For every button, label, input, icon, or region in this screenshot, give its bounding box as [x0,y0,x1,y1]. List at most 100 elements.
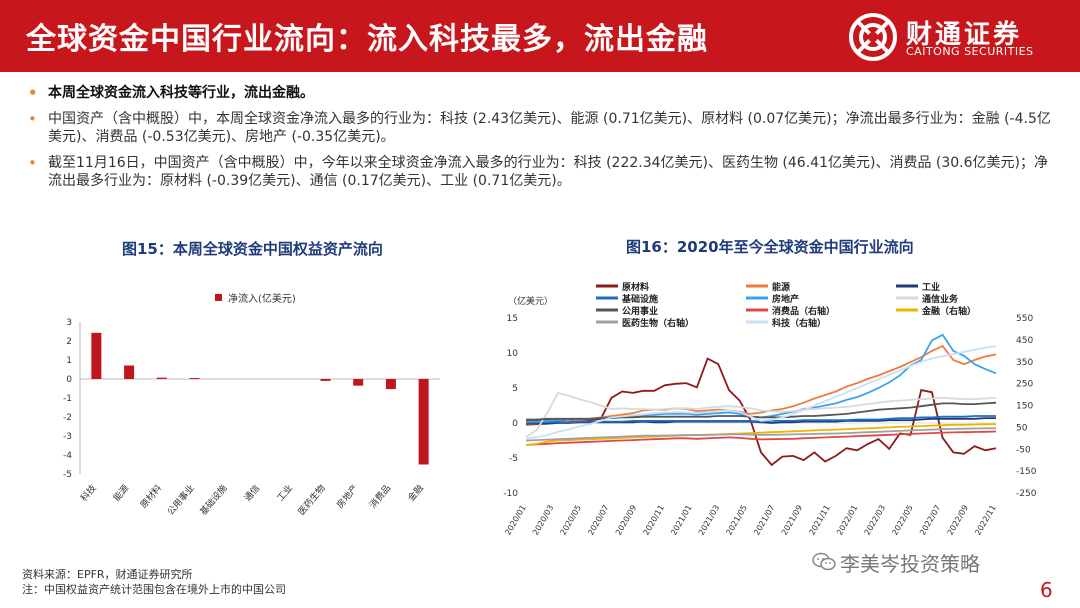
x-tick-label: 2021/09 [780,504,804,537]
legend-label: 基础设施 [621,293,658,305]
right-y-tick-label: -250 [1016,489,1037,499]
right-y-tick-label: 450 [1016,336,1033,346]
x-tick-label: 2022/05 [890,504,914,537]
legend-label: 通信业务 [922,293,959,305]
figure-16-title: 图16：2020年至今全球资金中国行业流向 [626,238,914,256]
legend-label: 能源 [772,282,790,293]
bullet-item: • 中国资产（含中概股）中，本周全球资金净流入最多的行业为：科技 (2.43亿美元… [28,110,1051,145]
brand-name-cn: 财通证券 [906,20,1023,50]
x-tick-label: 2021/05 [724,504,748,537]
right-y-tick-label: 250 [1016,380,1033,390]
series-line-公用事业 [526,401,997,421]
y-tick-label: -4 [63,451,72,461]
bar-金融 [418,379,429,465]
left-y-tick-label: -10 [503,489,518,499]
x-tick-label: 医药生物 [295,482,327,517]
bar-消费品 [385,379,396,390]
left-y-tick-label: -5 [509,454,518,464]
legend-swatch [215,294,222,301]
page-number: 6 [1040,578,1053,602]
y-tick-label: 2 [66,337,72,347]
page-title: 全球资金中国行业流向：流入科技最多，流出金融 [26,22,708,57]
y-tick-label: 1 [66,356,72,366]
footer-source: 资料来源：EPFR，财通证券研究所 [22,568,193,581]
y-tick-label: 0 [66,375,72,385]
bar-房地产 [353,379,364,386]
bullet-dot-icon: • [28,154,37,172]
left-y-tick-label: 15 [507,314,518,324]
x-tick-label: 工业 [275,483,295,504]
bullet-item: • 本周全球资金流入科技等行业，流出金融。 [28,84,314,102]
bullet-dot-icon: • [28,110,37,128]
x-tick-label: 2022/03 [863,504,887,537]
series-line-金融（右轴） [525,423,997,446]
legend-label: 房地产 [772,293,799,305]
legend-label: 医药生物（右轴） [622,317,694,329]
x-tick-label: 2022/11 [973,504,997,537]
legend-label: 金融（右轴） [921,305,976,317]
bar-原材料 [156,377,167,379]
series-line-医药生物（右轴） [525,427,996,442]
y-tick-label: -1 [63,394,72,404]
bar-chart: 净流入(亿美元) 3 2 1 0 -1 -2 -3 -4 -5 科技 能源 原材料 公用事业 基础设施 通信工… [63,292,440,518]
x-tick-label: 2020/05 [559,504,583,537]
legend-label: 工业 [922,282,940,293]
series-line-能源 [525,344,997,426]
x-tick-label: 2022/07 [918,504,942,537]
right-y-tick-label: 550 [1016,314,1033,324]
series-line-通信业务 [525,391,997,438]
legend-label: 公用事业 [622,305,658,317]
x-tick-label: 2021/03 [697,504,721,537]
right-y-tick-label: 350 [1016,358,1033,368]
x-tick-label: 2021/01 [669,504,693,537]
bar-公用事业 [189,378,200,380]
x-tick-label: 金融 [405,482,426,504]
x-tick-label: 2021/07 [752,504,776,537]
x-tick-label: 2022/01 [835,504,859,537]
series-line-消费品（右轴） [525,430,997,446]
y-tick-label: 3 [66,318,72,328]
header-bar: 全球资金中国行业流向：流入科技最多，流出金融 财通证券 CAITONG SECU… [0,0,1080,72]
wechat-icon [812,552,836,571]
y-tick-label: -3 [63,432,72,442]
footer-note: 注：中国权益资产统计范围包含在境外上市的中国公司 [22,583,286,596]
x-tick-label: 基础设施 [197,482,229,517]
left-y-tick-label: 5 [512,384,518,394]
right-y-tick-label: 150 [1016,402,1033,412]
x-tick-label: 2020/09 [614,504,638,537]
x-tick-label: 2020/01 [503,504,527,537]
left-y-tick-label: 0 [512,419,518,429]
bar-能源 [124,365,135,379]
y-tick-label: -5 [63,470,72,480]
summary-bullets: • 本周全球资金流入科技等行业，流出金融。 • 中国资产（含中概股）中，本周全球资金… [28,84,1058,198]
series-line-房地产 [526,333,997,423]
legend-label: 原材料 [622,282,649,293]
left-y-tick-label: 10 [507,349,519,359]
y-tick-label: -2 [63,413,72,423]
x-tick-label: 消费品 [367,482,394,510]
bar-科技 [91,332,102,379]
line-chart: （亿美元）151050-5-1055045035025015050-50-150… [503,282,1037,537]
series-line-原材料 [526,357,997,467]
brand-name-en: CAITONG SECURITIES [906,45,1034,58]
x-tick-label: 科技 [78,482,99,504]
figure-15-title: 图15：本周全球资金中国权益资产流向 [122,240,383,258]
x-tick-label: 房地产 [334,482,361,510]
x-tick-label: 原材料 [138,482,165,510]
wechat-account-name: 李美岑投资策略 [840,552,980,576]
x-tick-label: 2020/11 [642,504,666,537]
brand: 财通证券 CAITONG SECURITIES [848,12,1060,62]
x-tick-label: 2020/07 [586,504,610,537]
bullet-dot-icon: • [28,84,38,102]
series-line-科技（右轴） [525,345,997,440]
bar-医药生物 [320,379,331,381]
right-y-tick-label: -50 [1016,445,1031,455]
right-y-tick-label: -150 [1016,467,1037,477]
right-y-tick-label: 50 [1016,423,1028,433]
x-tick-label: 2022/09 [946,504,970,537]
x-tick-label: 2020/03 [531,504,555,537]
x-tick-label: 通信 [242,482,263,504]
caitong-logo-icon [849,13,897,61]
legend-label: 消费品（右轴） [772,305,835,317]
legend-label: 净流入(亿美元) [228,292,296,305]
